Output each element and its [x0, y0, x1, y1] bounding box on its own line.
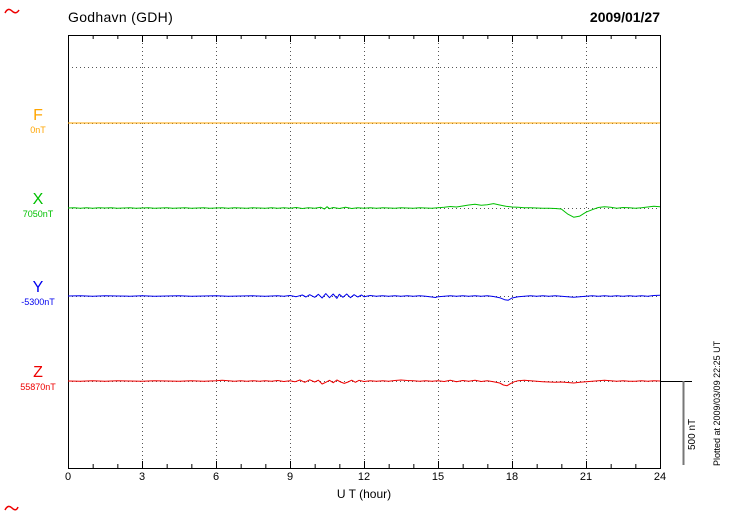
- corner-artifact-bottom-left: [4, 505, 19, 511]
- station-title: Godhavn (GDH): [68, 9, 174, 25]
- series-label-x: X 7050nT: [8, 192, 68, 219]
- series-letter-y: Y: [32, 279, 44, 296]
- x-axis-title: U T (hour): [336, 487, 392, 501]
- trace-Z: [67, 379, 661, 387]
- series-label-y: Y -5300nT: [8, 280, 68, 307]
- series-offset-y: -5300nT: [21, 297, 55, 307]
- trace-Y: [67, 293, 661, 301]
- series-offset-x: 7050nT: [22, 209, 54, 219]
- x-tick-label: 3: [138, 471, 146, 483]
- x-tick-label: 18: [505, 471, 519, 483]
- series-letter-f: F: [33, 107, 43, 124]
- date-label: 2009/01/27: [589, 9, 660, 25]
- series-letter-z: Z: [33, 364, 43, 381]
- x-tick-label: 0: [64, 471, 72, 483]
- series-offset-f: 0nT: [30, 125, 46, 135]
- x-tick-label: 12: [357, 471, 371, 483]
- corner-artifact-top-left: [4, 8, 20, 14]
- series-label-z: Z 55870nT: [8, 365, 68, 392]
- x-tick-label: 21: [579, 471, 593, 483]
- series-offset-z: 55870nT: [20, 382, 56, 392]
- x-tick-label: 15: [431, 471, 445, 483]
- x-tick-label: 24: [653, 471, 667, 483]
- series-letter-x: X: [32, 191, 44, 208]
- series-label-f: F 0nT: [8, 108, 68, 135]
- scalebar-label: 500 nT: [687, 418, 698, 450]
- trace-X: [67, 203, 661, 218]
- plot-frame: [68, 35, 661, 469]
- x-tick-label: 9: [286, 471, 294, 483]
- x-tick-label: 6: [212, 471, 220, 483]
- plotted-at-note: Plotted at 2009/03/09 22:25 UT: [712, 340, 722, 466]
